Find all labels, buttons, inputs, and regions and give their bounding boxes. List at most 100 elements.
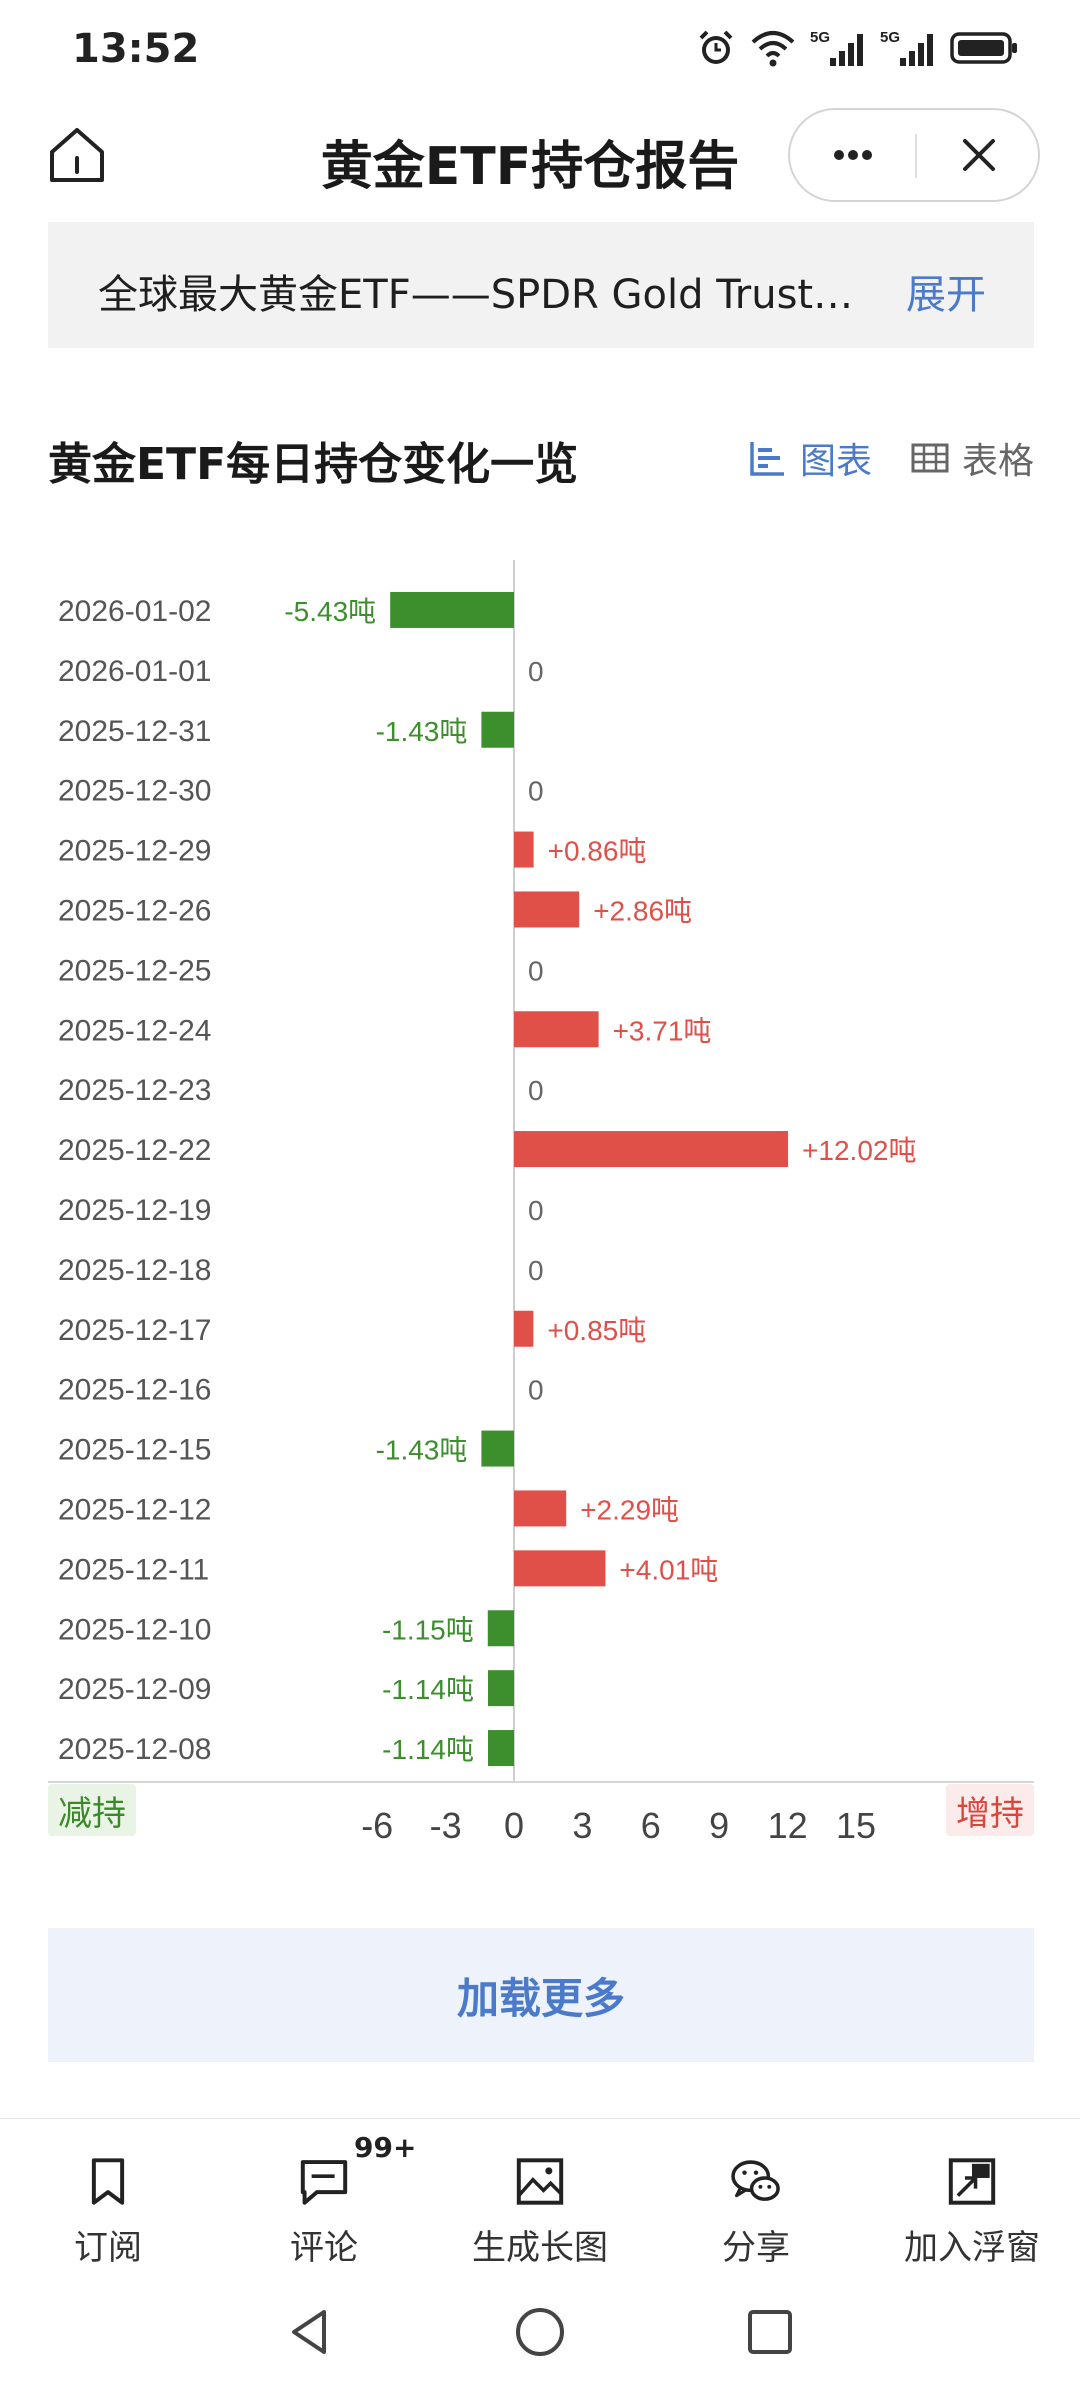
notice-text: 全球最大黄金ETF——SPDR Gold Trust… bbox=[98, 272, 854, 318]
x-tick-label: 9 bbox=[709, 1805, 729, 1846]
x-tick-label: -3 bbox=[430, 1805, 462, 1846]
load-more-button[interactable]: 加载更多 bbox=[48, 1928, 1034, 2062]
category-label: 2025-12-18 bbox=[58, 1254, 211, 1287]
data-label: -5.43吨 bbox=[284, 596, 376, 627]
category-label: 2025-12-31 bbox=[58, 715, 211, 748]
close-icon bbox=[962, 139, 995, 171]
long-image-button[interactable]: 生成长图 bbox=[432, 2119, 648, 2269]
chart-icon bbox=[750, 442, 784, 476]
x-tick-label: 3 bbox=[572, 1805, 592, 1846]
notice-banner: 全球最大黄金ETF——SPDR Gold Trust… 展开 bbox=[48, 222, 1034, 348]
category-label: 2025-12-16 bbox=[58, 1374, 211, 1407]
float-window-label: 加入浮窗 bbox=[904, 2228, 1040, 2268]
title-bar: 黄金ETF持仓报告 bbox=[0, 100, 1080, 210]
data-label: +0.85吨 bbox=[547, 1315, 646, 1346]
comment-label: 评论 bbox=[290, 2228, 358, 2268]
data-label: -1.43吨 bbox=[376, 716, 468, 747]
battery-icon bbox=[950, 32, 1017, 64]
share-label: 分享 bbox=[722, 2228, 790, 2268]
x-tick-label: 0 bbox=[504, 1805, 524, 1846]
category-label: 2025-12-30 bbox=[58, 775, 211, 808]
expand-link[interactable]: 展开 bbox=[906, 272, 986, 318]
category-label: 2025-12-29 bbox=[58, 835, 211, 868]
chart-bar bbox=[514, 891, 580, 928]
recents-icon[interactable] bbox=[742, 2304, 798, 2360]
data-label: +12.02吨 bbox=[802, 1135, 916, 1166]
chart-bar bbox=[488, 1730, 514, 1767]
view-table-label: 表格 bbox=[961, 441, 1034, 482]
category-label: 2025-12-15 bbox=[58, 1434, 211, 1467]
status-time: 13:52 bbox=[72, 26, 200, 72]
category-label: 2025-12-10 bbox=[58, 1613, 211, 1646]
subscribe-label: 订阅 bbox=[74, 2228, 142, 2268]
category-label: 2025-12-26 bbox=[58, 894, 211, 927]
view-table-button[interactable]: 表格 bbox=[910, 432, 1034, 484]
x-tick-label: 12 bbox=[768, 1805, 808, 1846]
more-button[interactable] bbox=[790, 110, 915, 200]
close-button[interactable] bbox=[917, 110, 1040, 200]
float-window-icon bbox=[948, 2158, 996, 2205]
network-label: 5G bbox=[880, 29, 900, 46]
data-label: -1.14吨 bbox=[382, 1674, 474, 1705]
system-nav-bar bbox=[0, 2268, 1080, 2400]
wifi-icon bbox=[751, 31, 795, 67]
signal-5g-icon: 5G bbox=[880, 29, 933, 66]
category-label: 2025-12-11 bbox=[58, 1553, 209, 1586]
legend-reduce: 减持 bbox=[48, 1784, 136, 1836]
chart-bar bbox=[514, 1131, 789, 1168]
chart-bar bbox=[481, 711, 514, 748]
data-label: 0 bbox=[528, 1375, 544, 1406]
comment-button[interactable]: 评论 99+ bbox=[216, 2119, 432, 2269]
holdings-chart-svg: 2026-01-02 -5.43吨 2026-01-01 0 2025-12-31 -1.… bbox=[48, 560, 1034, 1846]
legend-increase: 增持 bbox=[946, 1784, 1034, 1836]
home-icon[interactable] bbox=[44, 122, 110, 188]
bottom-toolbar: 订阅 评论 99+ 生成长图 分享 加入浮窗 bbox=[0, 2118, 1080, 2268]
data-label: 0 bbox=[528, 955, 544, 986]
category-label: 2025-12-19 bbox=[58, 1194, 211, 1227]
data-label: 0 bbox=[528, 1195, 544, 1226]
data-label: -1.14吨 bbox=[382, 1734, 474, 1765]
chart-bar bbox=[487, 1610, 514, 1647]
chart-bar bbox=[390, 591, 514, 628]
category-label: 2026-01-02 bbox=[58, 595, 211, 628]
view-chart-button[interactable]: 图表 bbox=[748, 432, 872, 484]
chart-bar bbox=[514, 1310, 534, 1347]
data-label: +4.01吨 bbox=[619, 1554, 718, 1585]
chart-bar bbox=[514, 831, 534, 868]
chart-bar bbox=[514, 1490, 567, 1527]
float-window-button[interactable]: 加入浮窗 bbox=[864, 2119, 1080, 2269]
wechat-icon bbox=[731, 2160, 780, 2201]
data-label: -1.43吨 bbox=[376, 1435, 468, 1466]
data-label: 0 bbox=[528, 656, 544, 687]
page-title: 黄金ETF持仓报告 bbox=[320, 137, 740, 197]
image-icon bbox=[516, 2158, 564, 2205]
status-icons: 5G 5G bbox=[696, 28, 1020, 68]
category-label: 2025-12-25 bbox=[58, 954, 211, 987]
chart-bar bbox=[481, 1430, 514, 1467]
alarm-icon bbox=[699, 30, 733, 64]
signal-5g-icon: 5G bbox=[810, 29, 863, 66]
long-image-label: 生成长图 bbox=[472, 2228, 608, 2268]
home-circle-icon[interactable] bbox=[512, 2304, 568, 2360]
view-chart-label: 图表 bbox=[799, 441, 872, 482]
data-label: +3.71吨 bbox=[613, 1015, 712, 1046]
bookmark-icon bbox=[91, 2158, 125, 2205]
category-label: 2025-12-12 bbox=[58, 1493, 211, 1526]
category-label: 2025-12-24 bbox=[58, 1014, 211, 1047]
category-label: 2025-12-09 bbox=[58, 1673, 211, 1706]
capsule-divider bbox=[915, 134, 917, 178]
category-label: 2025-12-08 bbox=[58, 1733, 211, 1766]
mini-program-capsule bbox=[788, 108, 1040, 202]
chart-bar bbox=[488, 1670, 514, 1707]
status-bar: 13:52 5G 5G bbox=[0, 0, 1080, 100]
comment-count-badge: 99+ bbox=[354, 2131, 417, 2164]
more-icon bbox=[833, 150, 872, 160]
category-label: 2025-12-17 bbox=[58, 1314, 211, 1347]
comment-icon bbox=[300, 2160, 348, 2205]
share-button[interactable]: 分享 bbox=[648, 2119, 864, 2269]
x-tick-label: 15 bbox=[836, 1805, 876, 1846]
back-icon[interactable] bbox=[282, 2304, 338, 2360]
category-label: 2025-12-23 bbox=[58, 1074, 211, 1107]
data-label: +2.29吨 bbox=[580, 1494, 679, 1525]
subscribe-button[interactable]: 订阅 bbox=[0, 2119, 216, 2269]
